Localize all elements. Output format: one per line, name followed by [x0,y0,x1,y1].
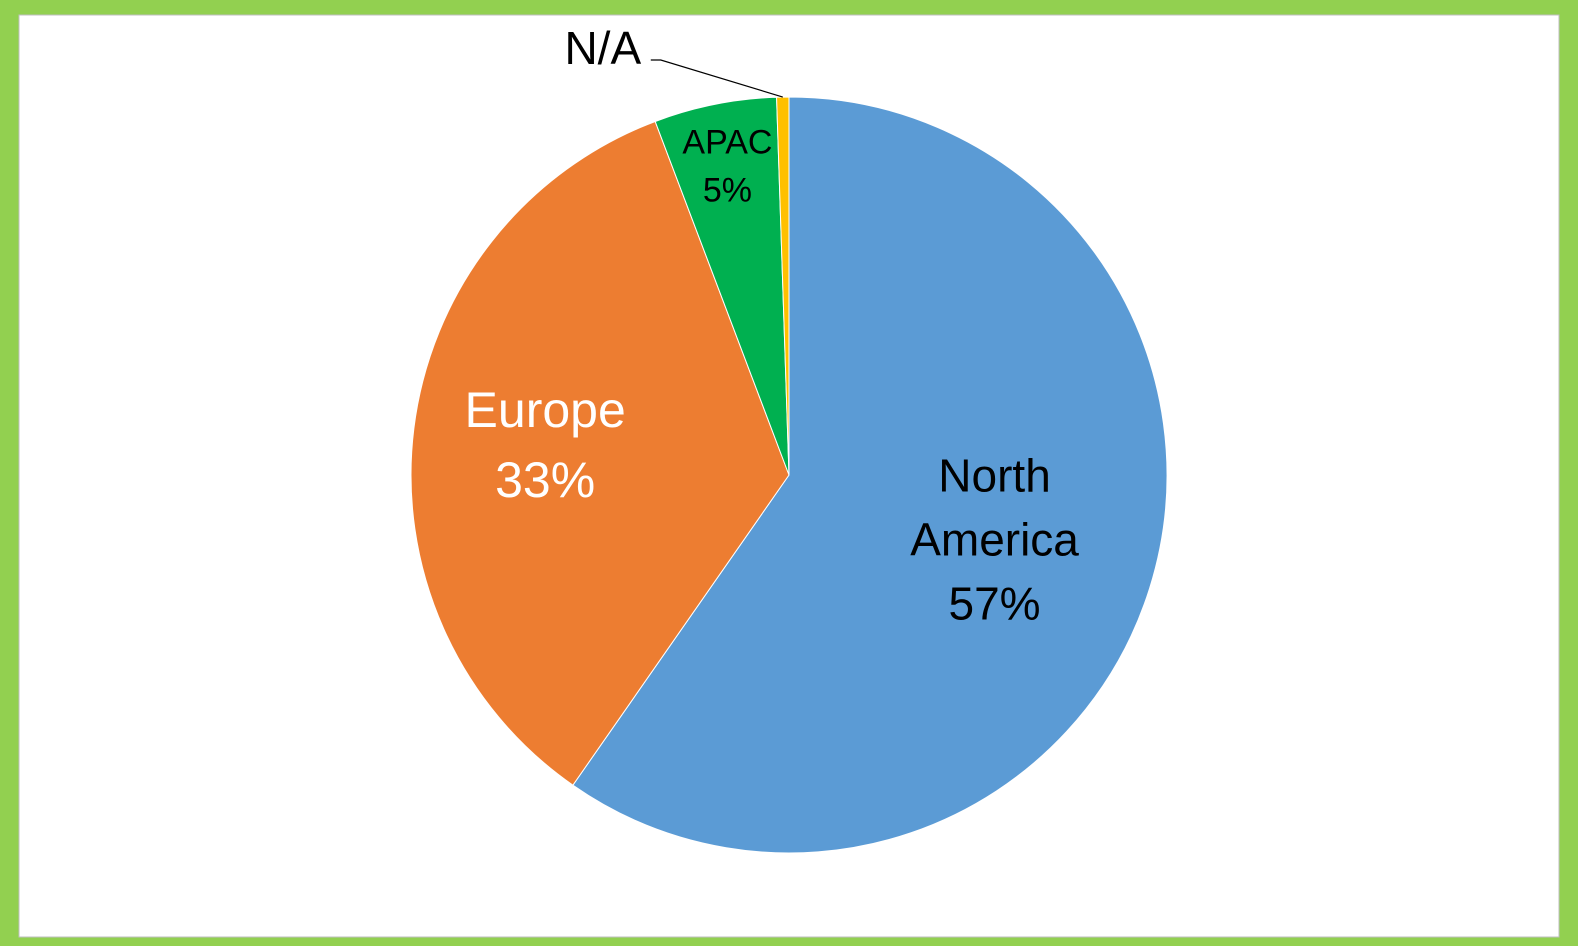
data-label: Europe 33% [425,375,665,515]
pie-slice [410,120,790,786]
value-label: 33% [495,451,596,508]
value-label: 57% [948,577,1041,630]
category-label: APAC [682,123,773,162]
data-label: N/A [543,16,663,80]
category-label: N/A [564,21,642,74]
category-label: Europe [464,381,626,438]
data-label: APAC 5% [667,120,787,215]
value-label: 5% [702,171,753,210]
category-label: North America [910,448,1079,566]
data-label: North America 57% [885,443,1105,636]
leader-line [650,59,783,98]
pie-slice [572,96,1168,854]
